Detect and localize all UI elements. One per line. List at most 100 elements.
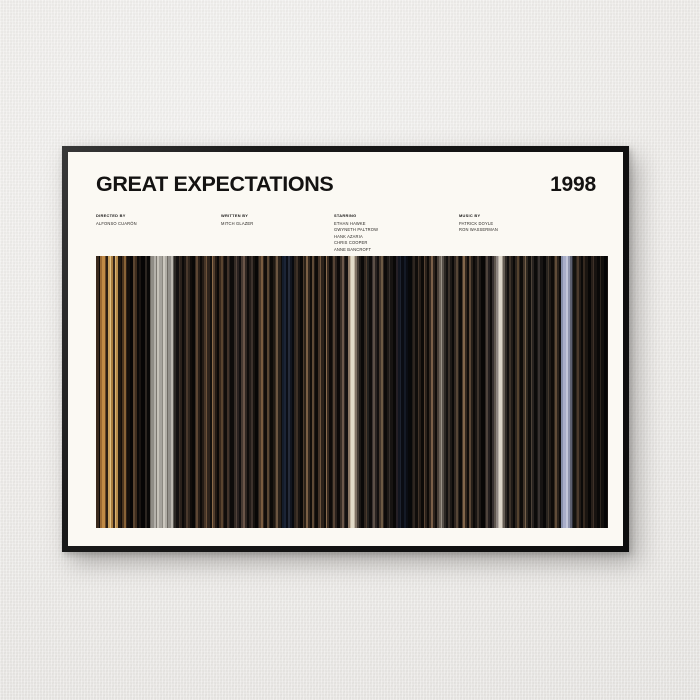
picture-frame: GREAT EXPECTATIONS 1998 DIRECTED BY ALFON… xyxy=(62,146,629,552)
barcode-stripe xyxy=(288,256,290,528)
barcode-stripe xyxy=(405,256,409,528)
credit-name: ETHAN HAWKE xyxy=(334,220,366,226)
barcode-stripe xyxy=(469,256,472,528)
barcode-stripe xyxy=(481,256,485,528)
barcode-stripe xyxy=(455,256,458,528)
barcode-stripe xyxy=(472,256,476,528)
barcode-stripe xyxy=(478,256,482,528)
barcode-stripe xyxy=(113,256,115,528)
barcode-stripe xyxy=(553,256,556,528)
barcode-stripe xyxy=(425,256,427,528)
barcode-stripe xyxy=(515,256,518,528)
barcode-stripe xyxy=(202,256,205,528)
barcode-stripe xyxy=(420,256,424,528)
barcode-stripe xyxy=(252,256,256,528)
barcode-stripe xyxy=(357,256,359,528)
barcode-stripe xyxy=(207,256,210,528)
barcode-stripe xyxy=(538,256,541,528)
barcode-stripe xyxy=(300,256,303,528)
barcode-stripe xyxy=(205,256,208,528)
barcode-stripe xyxy=(187,256,191,528)
credit-name: PATRICK DOYLE xyxy=(459,220,494,226)
barcode-stripe xyxy=(196,256,199,528)
barcode-stripe xyxy=(101,256,105,528)
barcode-stripe xyxy=(426,256,430,528)
barcode-stripe xyxy=(343,256,346,528)
barcode-stripe xyxy=(297,256,301,528)
barcode-stripe xyxy=(445,256,449,528)
barcode-stripe xyxy=(331,256,334,528)
barcode-stripe xyxy=(492,256,495,528)
barcode-stripe xyxy=(237,256,239,528)
barcode-stripe xyxy=(233,256,236,528)
barcode-stripe xyxy=(166,256,169,528)
barcode-stripe xyxy=(341,256,344,528)
barcode-stripe xyxy=(599,256,602,528)
barcode-stripe xyxy=(168,256,171,528)
barcode-stripe xyxy=(306,256,308,528)
barcode-stripe xyxy=(503,256,506,528)
barcode-stripe xyxy=(369,256,372,528)
barcode-stripe xyxy=(151,256,154,528)
barcode-stripe xyxy=(603,256,608,528)
barcode-stripe xyxy=(495,256,498,528)
barcode-stripe xyxy=(547,256,550,528)
barcode-stripe xyxy=(199,256,203,528)
barcode-stripe xyxy=(437,256,439,528)
barcode-stripe xyxy=(509,256,512,528)
barcode-stripe xyxy=(204,256,206,528)
barcode-stripe xyxy=(388,256,391,528)
barcode-stripe xyxy=(579,256,581,528)
barcode-stripe xyxy=(107,256,110,528)
barcode-stripe xyxy=(155,256,158,528)
barcode-stripe xyxy=(127,256,131,528)
barcode-stripe xyxy=(278,256,281,528)
barcode-stripe xyxy=(486,256,489,528)
barcode-stripe xyxy=(133,256,136,528)
barcode-stripe xyxy=(399,256,402,528)
barcode-stripe xyxy=(235,256,238,528)
barcode-stripe xyxy=(577,256,580,528)
barcode-stripe xyxy=(175,256,179,528)
barcode-stripe xyxy=(549,256,552,528)
barcode-stripe xyxy=(580,256,584,528)
barcode-stripe xyxy=(114,256,117,528)
barcode-stripe xyxy=(575,256,578,528)
barcode-stripe xyxy=(230,256,234,528)
barcode-stripe xyxy=(392,256,397,528)
barcode-stripe xyxy=(336,256,341,528)
barcode-stripe xyxy=(181,256,185,528)
credit-heading: DIRECTED BY xyxy=(96,213,126,218)
barcode-stripe xyxy=(109,256,112,528)
barcode-stripe xyxy=(438,256,441,528)
barcode-stripe xyxy=(161,256,164,528)
movie-barcode-chart xyxy=(96,256,608,528)
barcode-stripe xyxy=(601,256,604,528)
barcode-stripe xyxy=(249,256,251,528)
barcode-stripe xyxy=(542,256,546,528)
credit-name: HANK AZARIA xyxy=(334,233,363,239)
barcode-stripe xyxy=(488,256,490,528)
barcode-stripe xyxy=(434,256,438,528)
barcode-stripe xyxy=(135,256,137,528)
movie-poster: GREAT EXPECTATIONS 1998 DIRECTED BY ALFON… xyxy=(68,152,623,546)
barcode-stripe xyxy=(325,256,328,528)
barcode-stripe xyxy=(396,256,398,528)
barcode-stripe xyxy=(419,256,421,528)
barcode-stripe xyxy=(282,256,284,528)
credit-column: DIRECTED BY ALFONSO CUARÓN xyxy=(96,213,137,227)
barcode-stripe xyxy=(517,256,519,528)
barcode-stripe xyxy=(294,256,296,528)
barcode-stripe xyxy=(228,256,231,528)
barcode-stripe xyxy=(573,256,576,528)
barcode-stripe xyxy=(540,256,543,528)
credit-column: STARRING ETHAN HAWKE GWYNETH PALTROW HANK A… xyxy=(334,213,378,254)
barcode-stripe xyxy=(192,256,195,528)
barcode-stripe xyxy=(457,256,460,528)
barcode-stripe xyxy=(268,256,271,528)
credit-heading: STARRING xyxy=(334,213,357,218)
barcode-stripe xyxy=(558,256,562,528)
barcode-stripe xyxy=(262,256,265,528)
barcode-stripe xyxy=(380,256,383,528)
barcode-stripe xyxy=(443,256,446,528)
